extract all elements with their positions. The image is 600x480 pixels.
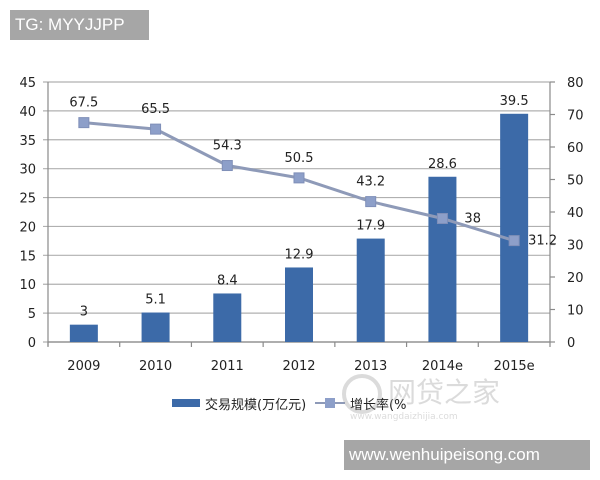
x-axis-tick-label: 2013 — [354, 359, 387, 374]
right-axis-tick-label: 10 — [567, 304, 584, 319]
bar-value-label: 17.9 — [356, 219, 385, 234]
bar-value-label: 5.1 — [145, 293, 166, 308]
x-axis-tick-label: 2014e — [422, 359, 463, 374]
watermark-subtext: www.wangdaizhijia.com — [350, 412, 458, 422]
line-value-label: 43.2 — [356, 175, 385, 190]
left-axis-tick-label: 15 — [19, 249, 36, 264]
bar-value-label: 12.9 — [285, 247, 314, 262]
x-axis: 2009 2010 2011 2012 2013 2014e 2015e — [47, 341, 551, 374]
legend: 交易规模(万亿元) 增长率(% — [172, 397, 406, 413]
left-axis-tick-label: 35 — [19, 134, 36, 149]
x-axis-tick-label: 2011 — [211, 359, 244, 374]
right-axis-tick-label: 50 — [567, 174, 584, 189]
line-marker — [78, 117, 90, 129]
legend-bar-swatch — [172, 399, 200, 407]
url-badge: www.wenhuipeisong.com — [344, 440, 590, 470]
line-value-label: 38 — [464, 212, 481, 227]
left-axis-tick-label: 25 — [19, 192, 36, 207]
right-axis-tick-label: 0 — [567, 336, 575, 351]
x-axis-tick-label: 2010 — [139, 359, 172, 374]
bar-series — [69, 113, 529, 343]
right-axis-tick-label: 80 — [567, 76, 584, 91]
bar — [500, 113, 529, 343]
bar-value-label: 3 — [80, 305, 88, 320]
watermark-logo-icon — [342, 374, 382, 414]
x-axis-tick-label: 2012 — [282, 359, 315, 374]
x-axis-tick-label: 2009 — [67, 359, 100, 374]
right-axis-tick-label: 60 — [567, 141, 584, 156]
bar — [213, 293, 242, 342]
left-axis-tick-label: 0 — [28, 336, 36, 351]
legend-line-marker — [325, 398, 335, 408]
line-series — [78, 117, 520, 247]
line-marker — [293, 172, 305, 184]
right-axis-tick-label: 20 — [567, 271, 584, 286]
bar-labels: 3 5.1 8.4 12.9 17.9 28.6 39.5 — [80, 94, 529, 320]
bar — [356, 238, 385, 342]
bar-value-label: 39.5 — [500, 94, 529, 109]
legend-bar-label: 交易规模(万亿元) — [205, 397, 306, 413]
left-axis-tick-label: 5 — [28, 307, 36, 322]
tag-badge: TG: MYYJJPP — [10, 10, 149, 40]
line-marker — [508, 235, 520, 247]
right-axis-tick-label: 30 — [567, 239, 584, 254]
line-marker — [436, 213, 448, 224]
bar — [285, 267, 313, 342]
left-axis-tick-label: 40 — [19, 105, 36, 120]
x-axis-tick-label: 2015e — [494, 359, 535, 374]
line-labels: 67.5 65.5 54.3 50.5 43.2 38 31.2 — [69, 96, 557, 249]
legend-line-label: 增长率(% — [350, 397, 406, 413]
bar — [69, 324, 98, 342]
line-marker — [365, 196, 377, 208]
bar-value-label: 28.6 — [428, 157, 457, 172]
left-axis-tick-label: 20 — [19, 220, 36, 235]
right-axis-tick-label: 40 — [567, 206, 584, 221]
left-axis: 0 5 10 15 20 25 30 35 40 45 — [19, 76, 49, 351]
bar — [141, 312, 170, 342]
right-axis: 0 10 20 30 40 50 60 70 80 — [549, 76, 584, 351]
left-axis-tick-label: 45 — [19, 76, 36, 91]
watermark: 网贷之家 www.wangdaizhijia.com — [342, 374, 500, 422]
line-value-label: 50.5 — [285, 151, 314, 166]
left-axis-tick-label: 30 — [19, 163, 36, 178]
bar-value-label: 8.4 — [217, 273, 238, 288]
line-value-label: 65.5 — [141, 102, 170, 117]
line-value-label: 67.5 — [69, 96, 98, 111]
left-axis-tick-label: 10 — [19, 278, 36, 293]
right-axis-tick-label: 70 — [567, 109, 584, 124]
line-value-label: 54.3 — [213, 139, 242, 154]
line-marker — [150, 123, 162, 135]
watermark-text: 网贷之家 — [388, 376, 500, 409]
line-value-label: 31.2 — [528, 234, 557, 249]
line-marker — [221, 160, 233, 172]
bar — [428, 176, 457, 342]
